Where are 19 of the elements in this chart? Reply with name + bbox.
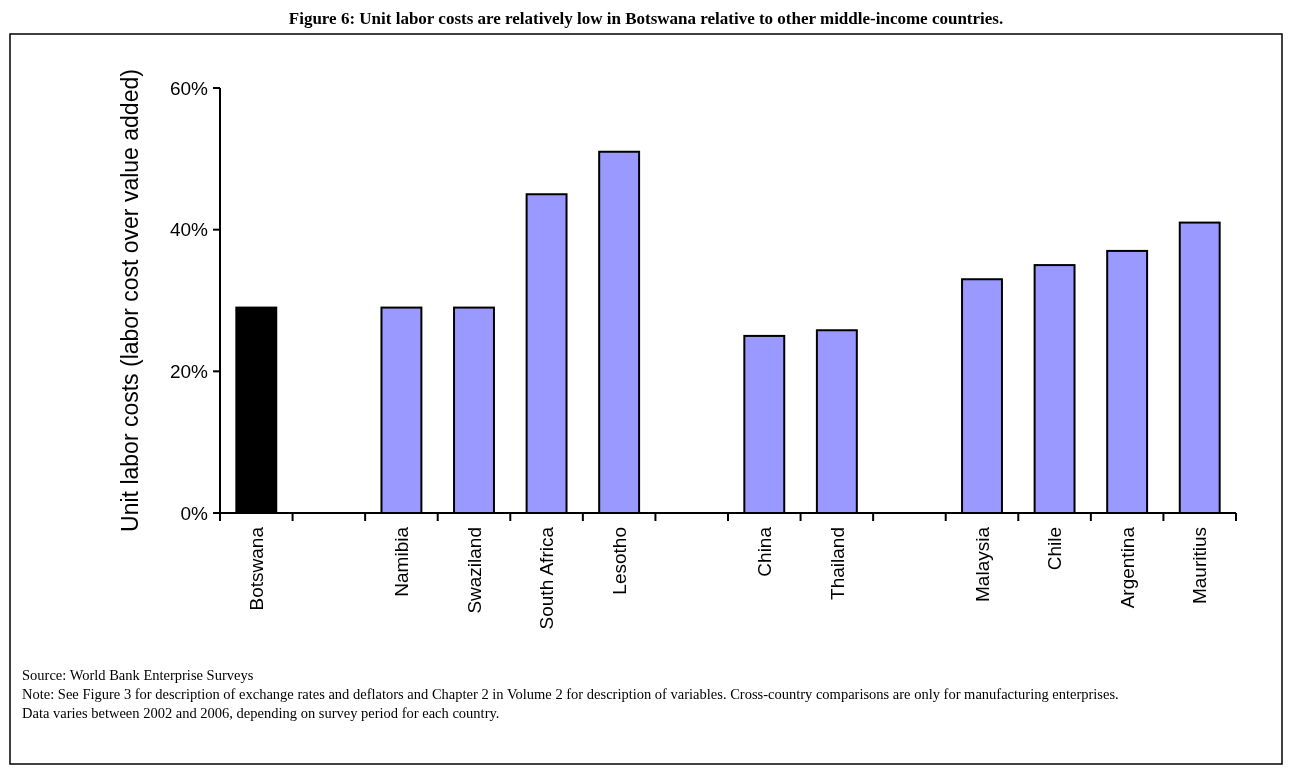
x-tick-label: Chile xyxy=(1044,527,1066,571)
x-tick-label: Thailand xyxy=(826,527,848,600)
y-tick-label: 60% xyxy=(169,77,209,99)
x-tick-label: Argentina xyxy=(1116,526,1138,609)
x-tick-label: Namibia xyxy=(391,526,413,597)
y-tick-label: 20% xyxy=(169,360,209,382)
y-tick-label: 40% xyxy=(169,219,209,241)
x-tick-label: Botswana xyxy=(245,526,267,611)
text: Note: See Figure 3 for description of exchange rates and deflators and Chapter 2 in Volume 2 for description of variables. Cross-country comparisons are only for manufacturing enterprises. Data varies between 2002 and 2006, depending on survey period for each country. xyxy=(22,686,1119,721)
chart-title: Figure 6: Unit labor costs are relatively low in Botswana relative to other middle-income countries. xyxy=(288,9,1004,28)
x-tick-label: South Africa xyxy=(536,526,558,630)
x-tick-label: Mauritius xyxy=(1189,527,1211,605)
x-tick-label: Malaysia xyxy=(971,526,993,602)
x-tick-label: Lesotho xyxy=(608,527,630,595)
x-tick-label: Swaziland xyxy=(463,527,485,614)
x-tick-label: China xyxy=(753,526,775,577)
y-tick-label: 0% xyxy=(180,502,209,524)
y-axis-title: Unit labor costs (labor cost over value added) xyxy=(117,69,143,532)
source-note: Source: World Bank Enterprise Surveys xyxy=(22,667,254,683)
